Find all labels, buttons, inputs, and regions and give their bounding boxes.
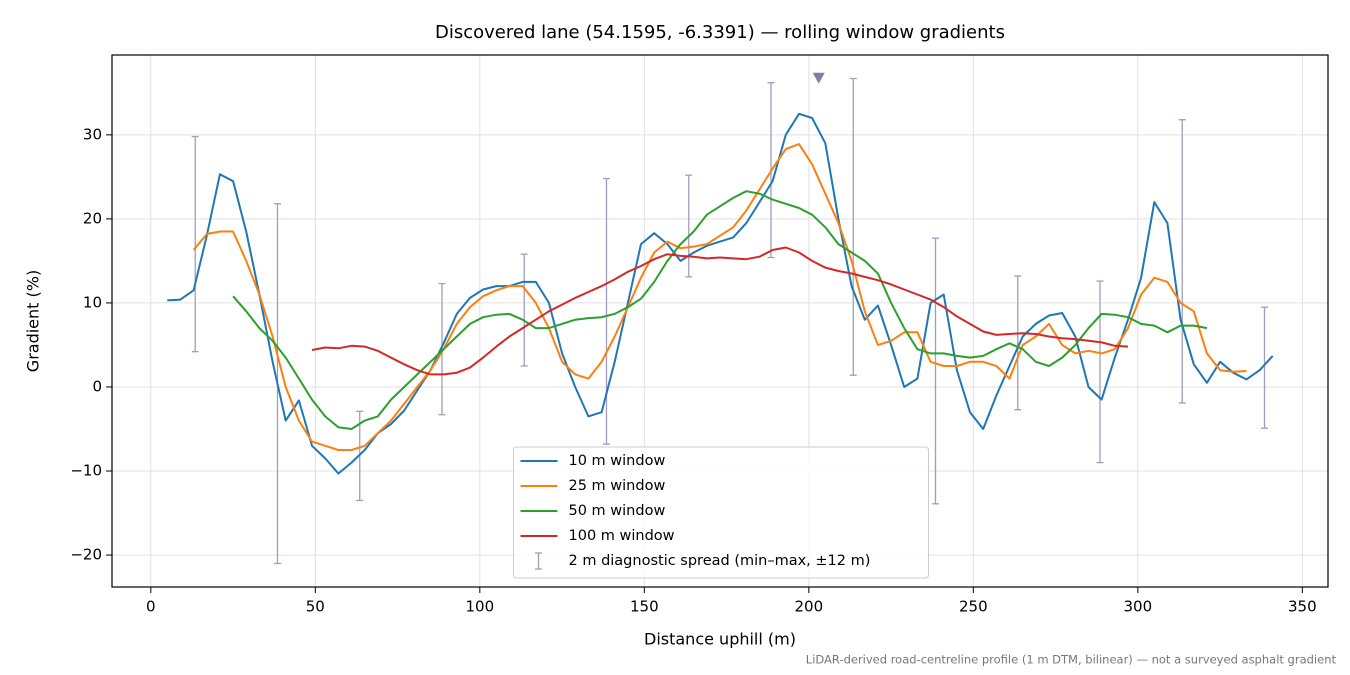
x-tick-label: 350 — [1288, 598, 1317, 616]
peak-marker — [812, 72, 825, 84]
line-series — [167, 112, 1274, 475]
error-bar — [1178, 119, 1186, 404]
legend-label: 50 m window — [569, 503, 666, 519]
error-bar — [849, 77, 857, 376]
error-bar — [520, 253, 528, 367]
error-bar — [1014, 275, 1022, 411]
legend-label: 100 m window — [569, 528, 675, 544]
x-tick-label: 200 — [795, 598, 824, 616]
error-bar — [1261, 306, 1269, 429]
y-tick-label: 20 — [83, 209, 102, 227]
y-tick-label: 30 — [83, 125, 102, 143]
y-axis-label: Gradient (%) — [24, 270, 43, 372]
x-tick-label: 250 — [959, 598, 988, 616]
x-axis-label: Distance uphill (m) — [644, 630, 796, 649]
x-tick-label: 300 — [1124, 598, 1153, 616]
x-tick-label: 100 — [466, 598, 495, 616]
x-tick-label: 0 — [146, 598, 156, 616]
line-series — [192, 143, 1247, 451]
error-bar — [931, 237, 939, 505]
error-bar — [602, 177, 610, 445]
line-series — [311, 246, 1129, 376]
error-bar — [191, 135, 199, 353]
error-bar — [685, 174, 693, 278]
error-bar — [1096, 280, 1104, 464]
legend-label: 10 m window — [569, 453, 666, 469]
footnote: LiDAR-derived road-centreline profile (1… — [806, 653, 1337, 667]
y-tick-label: −10 — [70, 462, 102, 480]
y-tick-label: −20 — [70, 546, 102, 564]
legend-label: 25 m window — [569, 478, 666, 494]
x-tick-label: 50 — [306, 598, 325, 616]
plot-frame — [111, 54, 1329, 588]
chart-title: Discovered lane (54.1595, -6.3391) — rol… — [435, 22, 1005, 43]
legend-box — [513, 446, 929, 579]
x-tick-label: 150 — [630, 598, 659, 616]
y-tick-label: 10 — [83, 293, 102, 311]
error-bar — [438, 282, 446, 416]
legend-label: 2 m diagnostic spread (min–max, ±12 m) — [569, 553, 871, 569]
y-tick-label: 0 — [92, 377, 102, 395]
line-series — [232, 190, 1208, 430]
